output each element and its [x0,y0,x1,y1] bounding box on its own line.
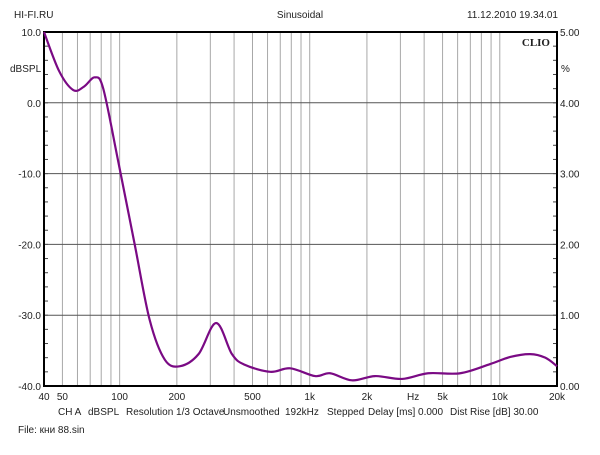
header-timestamp: 11.12.2010 19.34.01 [467,10,558,21]
x-tick-label: 1k [304,392,316,403]
footer-setting: CH A [58,407,82,418]
x-tick-label: 10k [492,392,509,403]
footer-setting: Dist Rise [dB] 30.00 [450,407,539,418]
y2-tick-label: 2.00 [560,240,580,251]
footer-setting: Unsmoothed [223,407,280,418]
y2-tick-label: 0.00 [560,382,580,393]
x-tick-label: 200 [169,392,186,403]
x-tick-label: 40 [38,392,50,403]
x-tick-label: 100 [111,392,128,403]
clio-logo: CLIO [522,37,551,49]
y-tick-label: -30.0 [18,311,41,322]
footer-setting: 192kHz [285,407,319,418]
y2-tick-label: 5.00 [560,28,580,39]
x-tick-label: 500 [244,392,261,403]
x-tick-label: 2k [362,392,374,403]
series-line-ch-a [42,31,558,382]
y2-tick-label: 1.00 [560,311,580,322]
plot-frame [43,31,558,387]
chart-title: Sinusoidal [277,10,323,21]
footer-setting: Resolution 1/3 Octave [126,407,225,418]
y-tick-label: 10.0 [22,28,42,39]
y2-axis-label: % [561,64,570,75]
y-axis-label: dBSPL [10,64,42,75]
x-tick-label: 5k [437,392,449,403]
footer-setting: dBSPL [88,407,120,418]
header-left: HI-FI.RU [14,10,53,21]
x-tick-label: Hz [407,392,419,403]
x-tick-label: 50 [57,392,69,403]
x-tick-label: 20k [549,392,566,403]
y-tick-label: -40.0 [18,382,41,393]
y-tick-label: -20.0 [18,240,41,251]
y-tick-label: -10.0 [18,170,41,181]
y2-tick-label: 4.00 [560,99,580,110]
y2-tick-label: 3.00 [560,170,580,181]
footer-setting: Stepped [327,407,364,418]
footer-setting: Delay [ms] 0.000 [368,407,443,418]
y-tick-label: 0.0 [27,99,41,110]
file-name: File: кни 88.sin [18,425,85,436]
